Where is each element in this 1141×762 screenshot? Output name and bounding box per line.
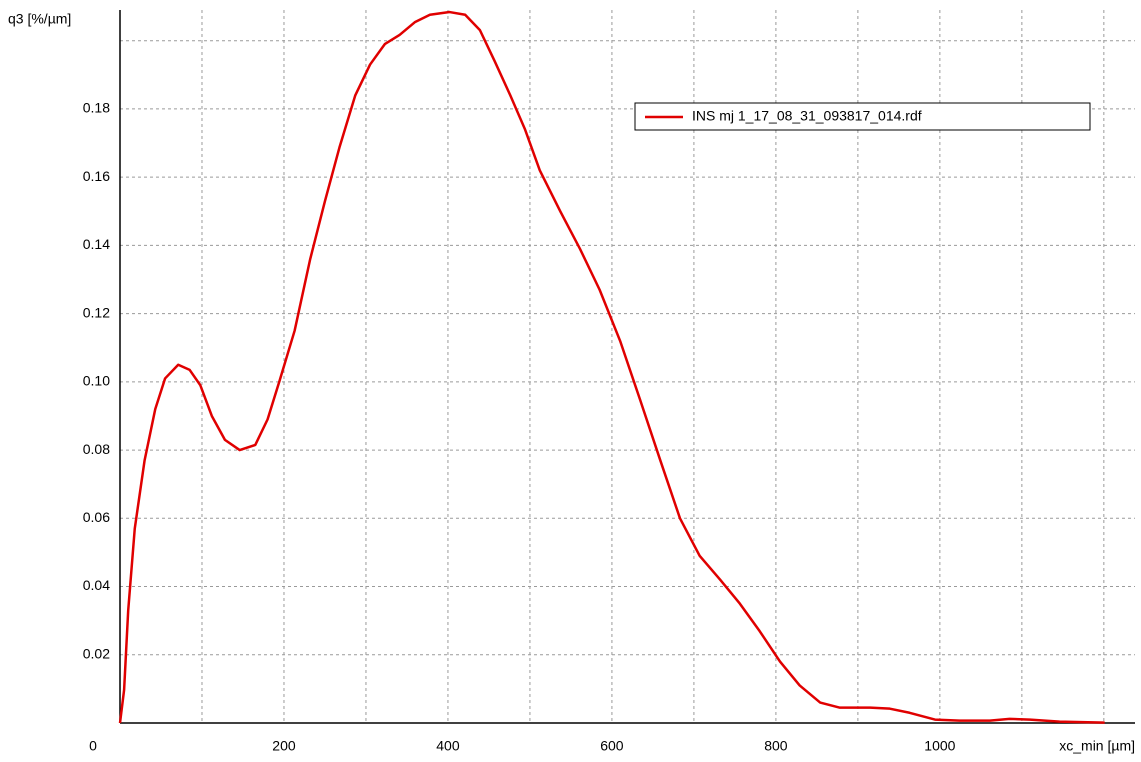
y-tick-label: 0.08	[83, 441, 110, 457]
y-tick-label: 0.04	[83, 577, 110, 593]
legend: INS mj 1_17_08_31_093817_014.rdf	[634, 102, 1091, 131]
x-tick-label: 200	[272, 738, 296, 754]
y-axis-label: q3 [%/µm]	[8, 11, 71, 27]
y-tick-label: 0.10	[83, 373, 110, 389]
x-tick-label: 600	[600, 738, 624, 754]
y-tick-label: 0.12	[83, 304, 110, 320]
legend-box	[634, 102, 1091, 131]
x-tick-label: 400	[436, 738, 460, 754]
y-tick-label: 0.02	[83, 645, 110, 661]
data-line	[118, 10, 1105, 724]
y-tick-label: 0.14	[83, 236, 110, 252]
x-tick-label: 800	[764, 738, 788, 754]
y-tick-label: 0.16	[83, 168, 110, 184]
x-tick-label: 0	[89, 738, 97, 754]
legend-label: INS mj 1_17_08_31_093817_014.rdf	[692, 108, 922, 124]
y-tick-label: 0.06	[83, 509, 110, 525]
x-tick-label: 1000	[924, 738, 955, 754]
x-axis-label: xc_min [µm]	[1059, 738, 1135, 754]
y-tick-label: 0.18	[83, 100, 110, 116]
